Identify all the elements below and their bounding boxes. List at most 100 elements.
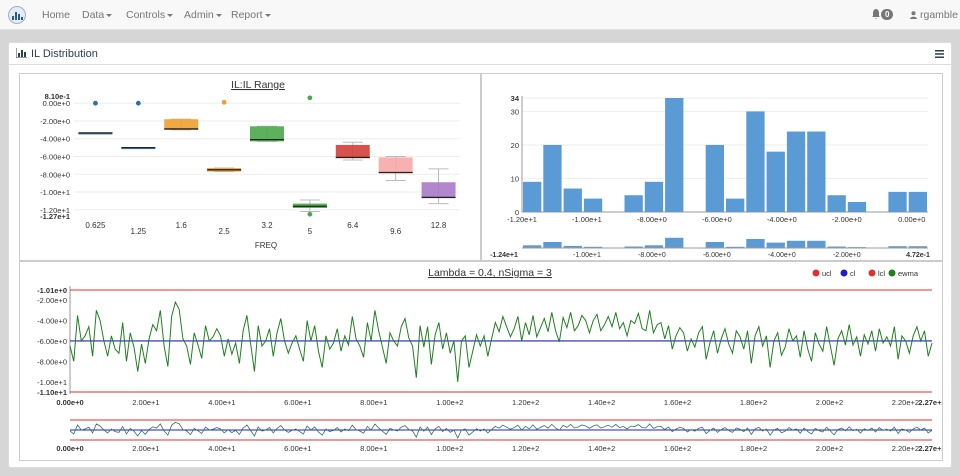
x-tick-label: 2.27e+2 xyxy=(918,398,942,407)
y-tick-label: -8.00e+0 xyxy=(40,170,70,179)
nav-item-home[interactable]: Home xyxy=(42,9,70,21)
navigator-bar xyxy=(624,246,643,248)
y-tick-label: 30 xyxy=(511,107,519,116)
caret-down-icon xyxy=(167,13,174,17)
navigator-bar xyxy=(746,239,765,248)
histogram-bar xyxy=(705,144,724,212)
y-tick-label: 0.00e+0 xyxy=(43,99,70,108)
navigator-tick-label: 1.00e+2 xyxy=(436,444,463,453)
nav-item-admin[interactable]: Admin xyxy=(184,9,222,21)
navigator-bar xyxy=(786,240,806,248)
box-body xyxy=(335,144,370,159)
navigator-tick-label: 1.40e+2 xyxy=(588,444,615,453)
navigator-bar xyxy=(523,245,542,248)
notification-badge[interactable]: 0 xyxy=(881,9,894,20)
nav-item-label: Data xyxy=(82,9,105,21)
y-tick-label: -2.00e+0 xyxy=(40,117,70,126)
navigator-bar xyxy=(705,242,724,248)
bar-chart-icon xyxy=(15,48,27,61)
histogram-bar xyxy=(726,198,745,212)
navigator-bar xyxy=(766,242,785,248)
box-plot-container: IL:IL Range 8.10e-1 0.00e+0 -2.00e+0 -4.00e+… xyxy=(19,73,481,261)
x-tick-label: 1.25 xyxy=(131,227,147,236)
histogram-bar xyxy=(746,111,765,212)
x-tick-label: -4.00e+0 xyxy=(767,215,797,224)
user-menu[interactable]: rgamble xyxy=(910,9,958,21)
hamburger-menu-icon[interactable] xyxy=(935,49,944,61)
nav-item-controls[interactable]: Controls xyxy=(126,9,174,21)
legend-marker xyxy=(840,269,848,277)
histogram-bar xyxy=(908,191,927,212)
histogram-bar xyxy=(583,198,603,212)
box-body xyxy=(250,126,284,142)
navigator-bar xyxy=(807,240,826,248)
navigator-tick-label: -4.00e+0 xyxy=(768,252,796,259)
x-tick-label: 0.00e+0 xyxy=(898,215,925,224)
box-body xyxy=(78,132,113,135)
box-body xyxy=(121,147,156,150)
navbar: Home Data Controls Admin Report 0 rgamble xyxy=(0,0,960,30)
y-tick-label: -8.00e+0 xyxy=(37,357,67,366)
navigator-bar xyxy=(644,245,664,248)
y-tick-label: -6.00e+0 xyxy=(37,337,67,346)
nav-item-data[interactable]: Data xyxy=(82,9,113,21)
histogram-bar xyxy=(624,195,643,212)
histogram-bar xyxy=(543,144,562,212)
navigator-tick-label: -2.00e+0 xyxy=(833,252,861,259)
navigator-bar xyxy=(726,246,745,248)
histogram-bar xyxy=(786,131,806,212)
x-tick-label: -8.00e+0 xyxy=(637,215,667,224)
navigator-tick-label: -6.00e+0 xyxy=(703,252,731,259)
navigator-tick-label: 2.20e+2 xyxy=(892,444,919,453)
ewma-control-chart[interactable]: Lambda = 0.4, nSigma = 3 ucl cl lcl ewma -1.0… xyxy=(20,262,945,460)
y-tick-label: 34 xyxy=(511,94,520,103)
ewma-series-line xyxy=(69,300,933,382)
y-tick-label: 10 xyxy=(511,174,519,183)
chart-title: IL:IL Range xyxy=(231,79,285,91)
x-tick-label: 1.80e+2 xyxy=(740,398,767,407)
navigator-tick-label: 6.00e+1 xyxy=(284,444,311,453)
x-tick-label: 0.00e+0 xyxy=(56,398,83,407)
legend-label: ucl xyxy=(822,269,832,278)
navigator-tick-label: 1.60e+2 xyxy=(664,444,691,453)
navigator-tick-label: 1.80e+2 xyxy=(740,444,767,453)
legend-label: lcl xyxy=(878,269,885,278)
x-tick-label: 12.8 xyxy=(431,221,447,230)
navigator-tick-label: 2.00e+1 xyxy=(132,444,159,453)
navigator-tick-label: 8.00e+1 xyxy=(360,444,387,453)
y-tick-label: -1.20e+1 xyxy=(40,206,70,215)
legend-marker xyxy=(868,269,876,277)
legend-label: cl xyxy=(850,269,856,278)
box-plot-chart[interactable]: IL:IL Range 8.10e-10.00e+0 -2.00e+0 -4.00e+… xyxy=(20,74,480,260)
x-axis-label: FREQ xyxy=(255,241,277,250)
legend-marker xyxy=(888,269,896,277)
bell-icon[interactable] xyxy=(872,9,880,22)
y-tick-label: -1.27e+1 xyxy=(40,212,70,221)
x-tick-label: 5 xyxy=(308,227,313,236)
x-tick-label: -1.20e+1 xyxy=(507,215,537,224)
box-outlier xyxy=(93,100,98,106)
nav-item-report[interactable]: Report xyxy=(231,9,271,21)
x-tick-label: 6.4 xyxy=(347,221,359,230)
x-tick-label: 1.60e+2 xyxy=(664,398,691,407)
histogram-bar xyxy=(888,191,907,212)
navigator-ewma-line xyxy=(69,421,933,439)
caret-down-icon xyxy=(215,13,222,17)
y-tick-label: -1.10e+1 xyxy=(37,388,67,397)
histogram-chart[interactable]: 34 30 20 10 0-1.20e+1 -1.00e+1 -8.00e+0 -6.00e+… xyxy=(482,74,942,260)
y-tick-label: -1.00e+1 xyxy=(37,378,67,387)
box-body xyxy=(421,182,456,199)
navigator-bar xyxy=(563,245,582,248)
x-tick-label: 3.2 xyxy=(261,221,273,230)
box-body xyxy=(378,157,413,174)
legend-marker xyxy=(812,269,820,277)
nav-item-label: Controls xyxy=(126,9,166,21)
x-tick-label: 6.00e+1 xyxy=(284,398,311,407)
navigator-bar xyxy=(888,246,907,248)
y-tick-label: -4.00e+0 xyxy=(37,317,67,326)
box-outlier xyxy=(307,95,313,101)
navigator-tick-label: 0.00e+0 xyxy=(56,444,83,453)
x-tick-label: 9.6 xyxy=(390,227,402,236)
brand-logo-icon[interactable] xyxy=(8,6,26,24)
navigator-tick-label: 4.72e-1 xyxy=(906,252,930,259)
